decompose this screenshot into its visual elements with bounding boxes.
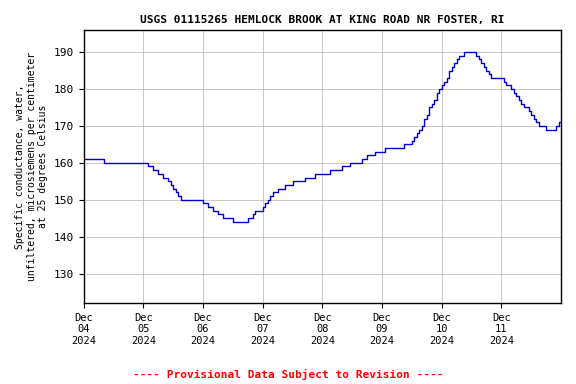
Y-axis label: Specific conductance, water,
unfiltered, microsiemens per centimeter
at 25 degre: Specific conductance, water, unfiltered,… — [15, 52, 48, 281]
Text: ---- Provisional Data Subject to Revision ----: ---- Provisional Data Subject to Revisio… — [132, 369, 444, 380]
Title: USGS 01115265 HEMLOCK BROOK AT KING ROAD NR FOSTER, RI: USGS 01115265 HEMLOCK BROOK AT KING ROAD… — [140, 15, 505, 25]
